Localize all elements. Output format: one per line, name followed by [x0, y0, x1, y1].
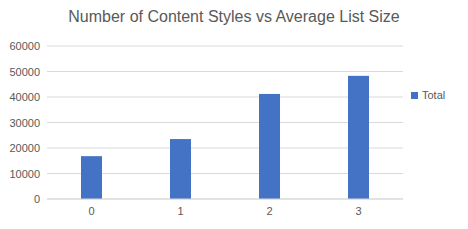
bar — [81, 156, 102, 199]
x-tick-label: 1 — [177, 205, 183, 217]
x-tick-label: 0 — [88, 205, 94, 217]
grid-line — [47, 71, 403, 72]
y-tick-label: 60000 — [9, 40, 40, 52]
title: Number of Content Styles vs Average List… — [68, 8, 400, 25]
y-tick-label: 10000 — [9, 168, 40, 180]
y-tick-label: 50000 — [9, 66, 40, 78]
grid-line — [47, 46, 403, 47]
y-tick-label: 20000 — [9, 142, 40, 154]
x-axis-line — [47, 199, 403, 200]
bar — [170, 139, 191, 199]
chart: Number of Content Styles vs Average List… — [0, 0, 468, 229]
y-tick-label: 40000 — [9, 91, 40, 103]
legend-label: Total — [422, 89, 445, 101]
bar — [348, 76, 369, 199]
x-tick-label: 2 — [266, 205, 272, 217]
legend-swatch — [411, 92, 418, 99]
grid-line — [47, 199, 403, 200]
y-tick-label: 0 — [34, 193, 40, 205]
bar — [259, 94, 280, 199]
bars — [81, 76, 369, 199]
x-tick-label: 3 — [355, 205, 361, 217]
y-tick-label: 30000 — [9, 117, 40, 129]
